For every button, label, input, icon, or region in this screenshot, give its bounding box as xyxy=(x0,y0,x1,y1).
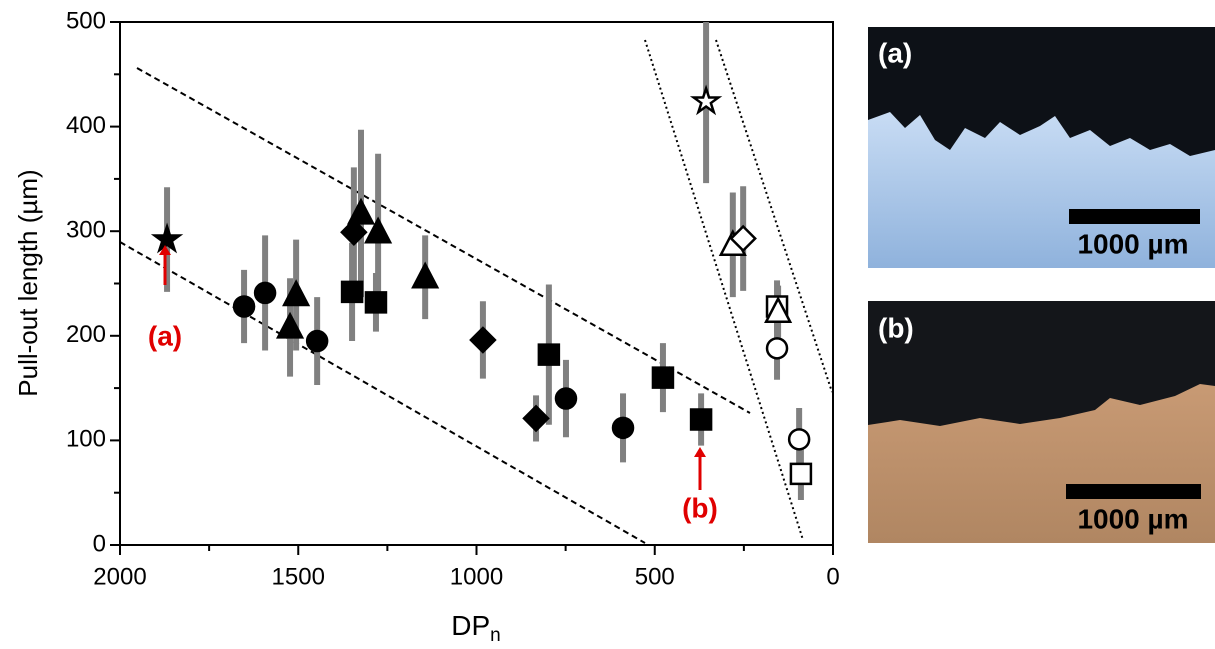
y-tick-label: 400 xyxy=(66,112,106,139)
y-tick-label: 100 xyxy=(66,426,106,453)
y-tick-label: 500 xyxy=(66,7,106,34)
point xyxy=(787,428,811,451)
x-axis-label-main: DP xyxy=(451,610,490,641)
annotation: (a) xyxy=(148,320,182,351)
point xyxy=(765,337,789,360)
point xyxy=(340,218,368,247)
point xyxy=(364,216,393,244)
point xyxy=(275,311,305,339)
point xyxy=(282,279,311,307)
point xyxy=(789,462,813,486)
point xyxy=(253,281,277,305)
scale-bar-label: 1000 µm xyxy=(1077,503,1188,534)
y-tick-label: 300 xyxy=(66,217,106,244)
point xyxy=(469,326,497,354)
point xyxy=(305,329,329,353)
point xyxy=(554,387,578,410)
panel-label: (b) xyxy=(878,312,914,343)
guide-lines xyxy=(119,39,833,544)
point xyxy=(522,404,550,433)
point xyxy=(537,343,561,366)
y-tick-label: 200 xyxy=(66,321,106,348)
x-tick-label: 1500 xyxy=(272,563,325,590)
plot-frame xyxy=(119,21,834,546)
y-axis-label: Pull-out length (µm) xyxy=(13,169,43,396)
point xyxy=(411,261,440,289)
point xyxy=(232,295,256,318)
point xyxy=(689,408,713,431)
point xyxy=(150,222,184,254)
panel-label: (a) xyxy=(878,37,912,68)
point xyxy=(729,224,757,253)
y-tick-label: 0 xyxy=(93,530,106,557)
x-axis-label-sub: n xyxy=(490,625,501,646)
point xyxy=(764,296,793,323)
plot-marks xyxy=(150,22,813,501)
point xyxy=(364,291,388,314)
photo-b xyxy=(868,301,1215,543)
annotation-arrowhead xyxy=(159,245,171,255)
point xyxy=(689,84,723,116)
annotation: (b) xyxy=(682,492,718,523)
photo-a xyxy=(868,27,1215,268)
x-axis-label: DPn xyxy=(451,610,500,646)
x-tick-label: 2000 xyxy=(93,563,146,590)
annotation-arrowhead xyxy=(694,447,706,457)
point xyxy=(346,197,376,225)
point xyxy=(651,366,675,389)
x-tick-label: 500 xyxy=(635,563,675,590)
point xyxy=(611,416,635,440)
point xyxy=(340,280,364,304)
x-tick-label: 1000 xyxy=(450,563,503,590)
x-tick-label: 0 xyxy=(826,563,839,590)
scale-bar-label: 1000 µm xyxy=(1077,228,1188,259)
